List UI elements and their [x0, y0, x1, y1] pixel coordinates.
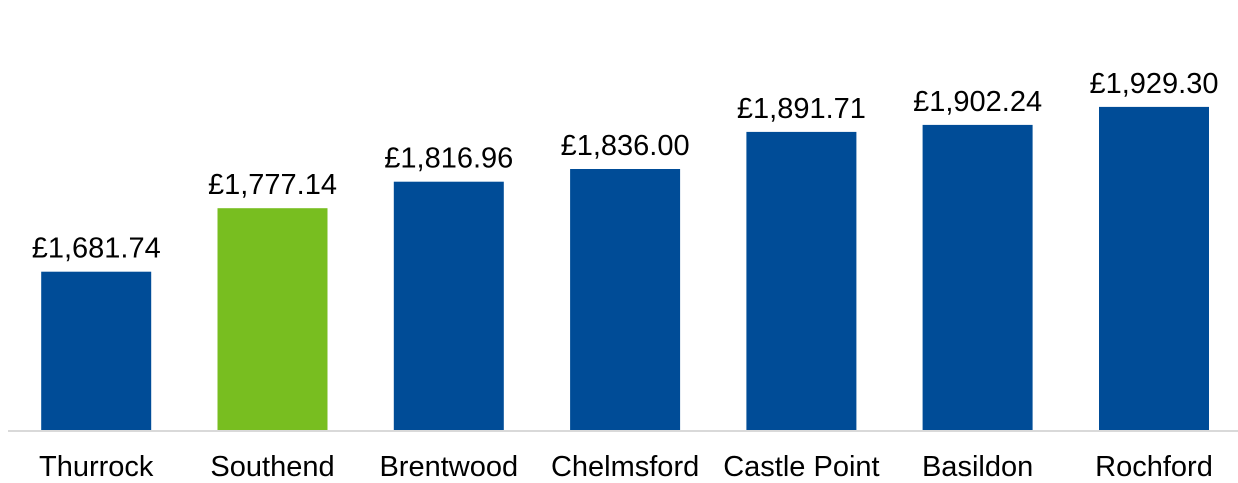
value-label: £1,816.96: [384, 143, 513, 175]
value-label: £1,891.71: [737, 93, 866, 125]
value-label: £1,681.74: [32, 233, 161, 265]
value-label: £1,836.00: [561, 130, 690, 162]
category-label: Rochford: [1095, 451, 1213, 483]
category-label: Chelmsford: [551, 451, 699, 483]
bar-thurrock: [41, 271, 152, 431]
value-labels-group: £1,681.74 £1,777.14 £1,816.96 £1,836.00 £1,8…: [32, 68, 1219, 265]
bar-castle-point: [746, 131, 857, 431]
category-label: Basildon: [922, 451, 1033, 483]
category-label: Thurrock: [39, 451, 154, 483]
bars-group: [41, 106, 1209, 432]
bar-rochford: [1099, 106, 1209, 432]
category-label: Brentwood: [379, 451, 518, 483]
bar-southend: [217, 208, 328, 431]
bar-chelmsford: [570, 169, 681, 431]
category-labels-group: Thurrock Southend Brentwood Chelmsford Castl…: [39, 451, 1213, 483]
value-label: £1,777.14: [208, 169, 337, 201]
category-label: Southend: [210, 451, 334, 483]
bar-basildon: [922, 124, 1033, 432]
category-label: Castle Point: [723, 451, 879, 483]
value-label: £1,929.30: [1089, 68, 1218, 100]
value-label: £1,902.24: [913, 86, 1042, 118]
bar-brentwood: [393, 181, 504, 431]
